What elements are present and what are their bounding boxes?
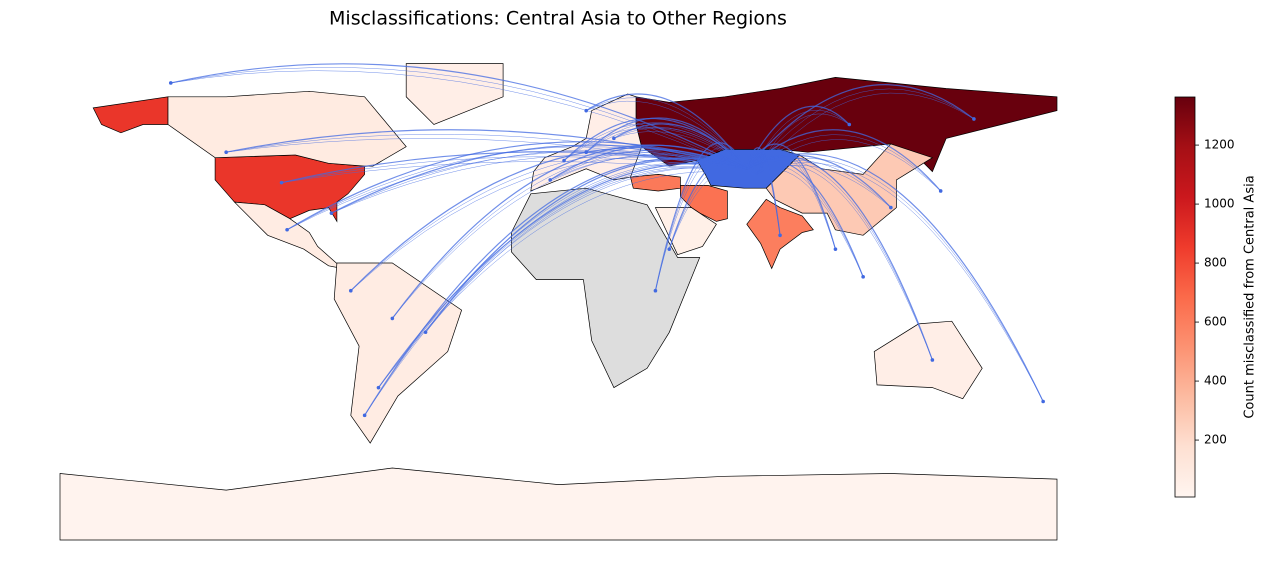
colorbar-tick-label: 600: [1204, 315, 1227, 329]
arc: [750, 160, 933, 361]
arc: [754, 162, 1044, 402]
arc: [750, 88, 975, 172]
arc: [364, 166, 755, 416]
region: [333, 262, 463, 444]
arc: [281, 151, 747, 184]
arc: [746, 159, 864, 278]
arc-end: [376, 385, 381, 390]
arc: [549, 144, 748, 181]
arc-end: [1041, 399, 1045, 404]
arc-end: [348, 288, 353, 293]
chart-title: Misclassifications: Central Asia to Othe…: [329, 8, 787, 30]
region: [680, 185, 728, 222]
region: [765, 143, 934, 236]
arc: [585, 93, 748, 170]
arc: [170, 70, 755, 176]
arcs: [168, 63, 1045, 418]
colorbar-tick-label: 1000: [1204, 197, 1235, 211]
arc-end: [938, 189, 943, 193]
arc: [350, 147, 748, 292]
arc: [754, 169, 864, 277]
arc: [750, 148, 836, 250]
region: [873, 320, 983, 400]
arc: [350, 157, 755, 291]
arc: [754, 92, 975, 175]
arc: [350, 152, 751, 291]
region: [167, 90, 407, 167]
arc-end: [279, 180, 284, 185]
colorbar-tick-label: 200: [1204, 433, 1227, 447]
arc: [668, 158, 748, 250]
colorbar-tick-label: 1200: [1204, 138, 1235, 152]
arc-end: [224, 150, 228, 154]
arc-end: [847, 122, 852, 127]
arc-end: [612, 136, 616, 141]
arc: [754, 157, 781, 236]
region: [630, 174, 681, 192]
arc: [170, 67, 751, 173]
arc-end: [168, 81, 173, 85]
colorbar: [1174, 96, 1196, 498]
arc-end: [653, 288, 658, 293]
arc-end: [390, 316, 395, 321]
arc: [746, 155, 933, 361]
arc-end: [889, 205, 893, 210]
region: [59, 467, 1058, 541]
arc: [364, 157, 748, 416]
arc-end: [329, 211, 334, 215]
arc-end: [667, 247, 672, 251]
arc: [746, 84, 975, 170]
arc-end: [778, 233, 782, 238]
arc: [655, 147, 752, 291]
colorbar-tick-label: 800: [1204, 256, 1227, 270]
arc: [331, 144, 747, 214]
arc: [750, 158, 1044, 402]
region: [214, 154, 365, 223]
region: [92, 96, 169, 134]
arc: [586, 100, 756, 175]
arc-end: [833, 247, 838, 251]
region: [233, 201, 344, 270]
arc: [550, 154, 755, 181]
arc: [750, 164, 864, 277]
arc-end: [562, 158, 566, 163]
arc: [586, 97, 752, 172]
arc: [654, 142, 748, 291]
arc-end: [285, 227, 289, 232]
arc: [754, 139, 941, 192]
arc-end: [362, 413, 367, 418]
arc-end: [548, 178, 552, 182]
arc: [754, 153, 836, 250]
region: [405, 63, 504, 125]
arc-end: [930, 358, 935, 362]
arc: [391, 144, 748, 319]
arc: [655, 152, 756, 291]
region: [654, 207, 717, 256]
colorbar-label: Count misclassified from Central Asia: [1243, 175, 1258, 418]
arc-end: [861, 275, 865, 279]
arc: [563, 123, 751, 173]
region: [511, 187, 701, 389]
colorbar-tick-label: 400: [1204, 374, 1227, 388]
arc: [364, 161, 751, 416]
arc: [170, 63, 748, 170]
arc: [754, 164, 933, 361]
arc-end: [972, 117, 976, 121]
arc: [746, 105, 850, 170]
arc: [750, 134, 941, 192]
arc: [746, 143, 837, 250]
arc: [613, 127, 751, 173]
arc: [613, 123, 748, 170]
arc: [750, 109, 850, 172]
